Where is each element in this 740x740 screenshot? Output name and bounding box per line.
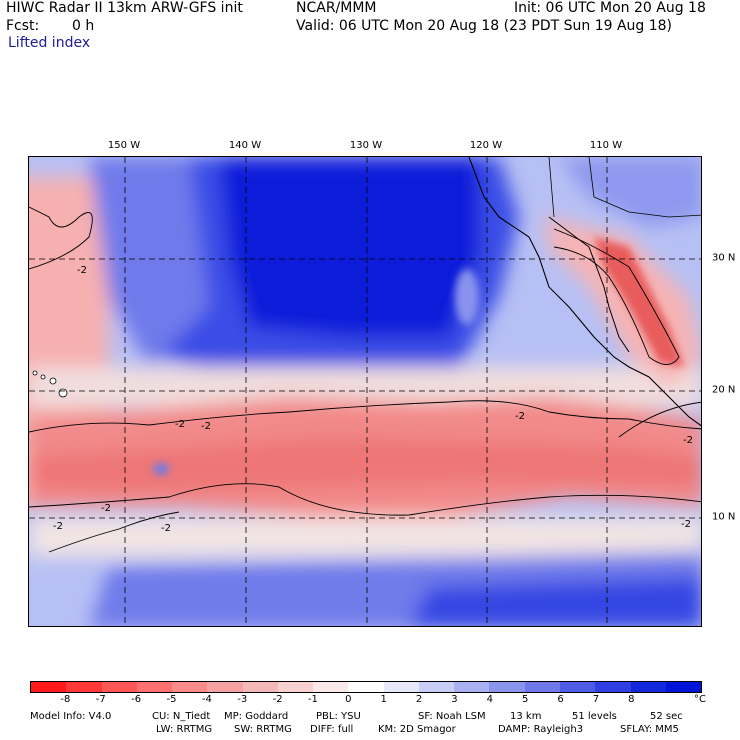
diff-option: DIFF: full bbox=[310, 724, 354, 735]
colorbar-bin bbox=[207, 682, 243, 692]
lat-label-30n: 30 N bbox=[712, 252, 736, 264]
colorbar-bin bbox=[277, 682, 314, 692]
field-band-itcz-core bbox=[29, 437, 701, 492]
contour-line bbox=[48, 511, 180, 553]
contour-label: -2 bbox=[175, 419, 185, 430]
lon-label-150w: 150 W bbox=[107, 140, 141, 151]
colorbar-tick-label: -3 bbox=[237, 694, 248, 705]
colorbar-tick-label: 4 bbox=[486, 694, 493, 705]
coastline-baja bbox=[548, 216, 630, 353]
colorbar-bin bbox=[383, 682, 419, 692]
contour-line bbox=[553, 228, 680, 365]
colorbar-tick-label: 7 bbox=[592, 694, 600, 705]
lw-scheme: LW: RRTMG bbox=[156, 724, 213, 735]
contour-label: -2 bbox=[77, 265, 87, 276]
contour-label: -2 bbox=[53, 521, 63, 532]
colorbar-bin bbox=[524, 682, 560, 692]
contour-label: -2 bbox=[101, 503, 111, 514]
cu-scheme: CU: N_Tiedt bbox=[152, 711, 211, 722]
valid-time: Valid: 06 UTC Mon 20 Aug 18 (23 PDT Sun … bbox=[296, 18, 673, 34]
colorbar-bin bbox=[559, 682, 596, 692]
colorbar-tick-label: 8 bbox=[628, 694, 635, 705]
colorbar-bin bbox=[489, 682, 525, 692]
colorbar-tick-label: 6 bbox=[557, 694, 564, 705]
contour-label: -2 bbox=[201, 421, 211, 432]
lat-label-10n: 10 N bbox=[712, 511, 736, 523]
colorbar-tick-label: 0 bbox=[345, 694, 352, 705]
plot-title: HIWC Radar II 13km ARW-GFS init bbox=[6, 0, 243, 16]
contour-label: -2 bbox=[515, 411, 525, 422]
colorbar-bin bbox=[454, 682, 490, 692]
field-region-sierra-madre bbox=[594, 237, 684, 367]
colorbar-unit: °C bbox=[694, 694, 706, 705]
graticule bbox=[29, 157, 701, 626]
levels: 51 levels bbox=[572, 711, 617, 722]
contour-minus2-group bbox=[29, 206, 701, 553]
lon-label-140w: 140 W bbox=[228, 140, 262, 151]
colorbar-bin bbox=[348, 682, 384, 692]
colorbar-bin bbox=[630, 682, 666, 692]
field-region-north-max bbox=[219, 157, 479, 337]
lifted-index-map: -2 -2 -2 -2 -2 -2 -2 -2 -2 bbox=[28, 156, 702, 627]
timestep: 52 sec bbox=[650, 711, 683, 722]
colorbar-bin bbox=[136, 682, 173, 692]
contour-labels: -2 -2 -2 -2 -2 -2 -2 -2 -2 bbox=[53, 265, 693, 534]
colorbar-bin bbox=[31, 682, 67, 692]
field-region-south-deep bbox=[409, 577, 701, 626]
colorbar-bin bbox=[665, 682, 702, 692]
field-band-south-neutral bbox=[29, 517, 701, 557]
colorbar-tick-label: 1 bbox=[380, 694, 387, 705]
lon-label-110w: 110 W bbox=[589, 140, 623, 151]
colorbar-bin bbox=[172, 682, 208, 692]
field-region-inland-north bbox=[559, 157, 701, 227]
damp-option: DAMP: Rayleigh3 bbox=[498, 724, 584, 735]
lat-label-20n: 20 N bbox=[712, 384, 736, 396]
contour-line bbox=[29, 483, 701, 516]
colorbar-tick-label: -2 bbox=[272, 694, 283, 705]
forecast-hour: 0 h bbox=[72, 18, 95, 34]
contour-line bbox=[29, 400, 701, 433]
mp-scheme: MP: Goddard bbox=[224, 711, 289, 722]
model-info: Model Info: V4.0 bbox=[30, 711, 112, 722]
forecast-label: Fcst: bbox=[6, 18, 40, 34]
init-time: Init: 06 UTC Mon 20 Aug 18 bbox=[514, 0, 706, 16]
field-feature-offshore-blue bbox=[455, 269, 479, 325]
coastline-north-america bbox=[468, 157, 701, 427]
state-borders bbox=[548, 157, 701, 218]
contour-line bbox=[618, 401, 701, 438]
colorbar-tick-label: -7 bbox=[95, 694, 106, 705]
contour-label: -2 bbox=[681, 519, 691, 530]
colorbar-tick-label: -1 bbox=[307, 694, 318, 705]
colorbar bbox=[30, 681, 702, 693]
colorbar-bin bbox=[313, 682, 349, 692]
colorbar-tick-label: 5 bbox=[521, 694, 529, 705]
colorbar-bin bbox=[101, 682, 137, 692]
field-region-nw-blue bbox=[89, 157, 209, 367]
sflay-option: SFLAY: MM5 bbox=[620, 724, 679, 735]
map-canvas: -2 -2 -2 -2 -2 -2 -2 -2 -2 bbox=[29, 157, 701, 626]
sw-scheme: SW: RRTMG bbox=[234, 724, 292, 735]
colorbar-tick-label: 3 bbox=[451, 694, 458, 705]
colorbar-bin bbox=[242, 682, 278, 692]
field-name: Lifted index bbox=[8, 35, 91, 51]
km-option: KM: 2D Smagor bbox=[378, 724, 456, 735]
colorbar-tick-label: -5 bbox=[166, 694, 177, 705]
sf-scheme: SF: Noah LSM bbox=[418, 711, 486, 722]
colorbar-tick-label: -8 bbox=[60, 694, 71, 705]
colorbar-bin bbox=[595, 682, 631, 692]
lon-label-120w: 120 W bbox=[469, 140, 503, 151]
colorbar-tick-label: 2 bbox=[415, 694, 423, 705]
contour-line bbox=[29, 206, 93, 270]
colorbar-tick-label: -4 bbox=[201, 694, 212, 705]
field-feature-hawaii-wake bbox=[153, 463, 169, 475]
colorbar-bin bbox=[66, 682, 102, 692]
colorbar-bin bbox=[418, 682, 455, 692]
center-label: NCAR/MMM bbox=[296, 0, 377, 16]
colorbar-tick-label: -6 bbox=[131, 694, 142, 705]
lon-label-130w: 130 W bbox=[349, 140, 383, 151]
contour-label: -2 bbox=[161, 523, 171, 534]
resolution: 13 km bbox=[510, 711, 542, 722]
pbl-scheme: PBL: YSU bbox=[316, 711, 361, 722]
contour-label: -2 bbox=[683, 435, 693, 446]
